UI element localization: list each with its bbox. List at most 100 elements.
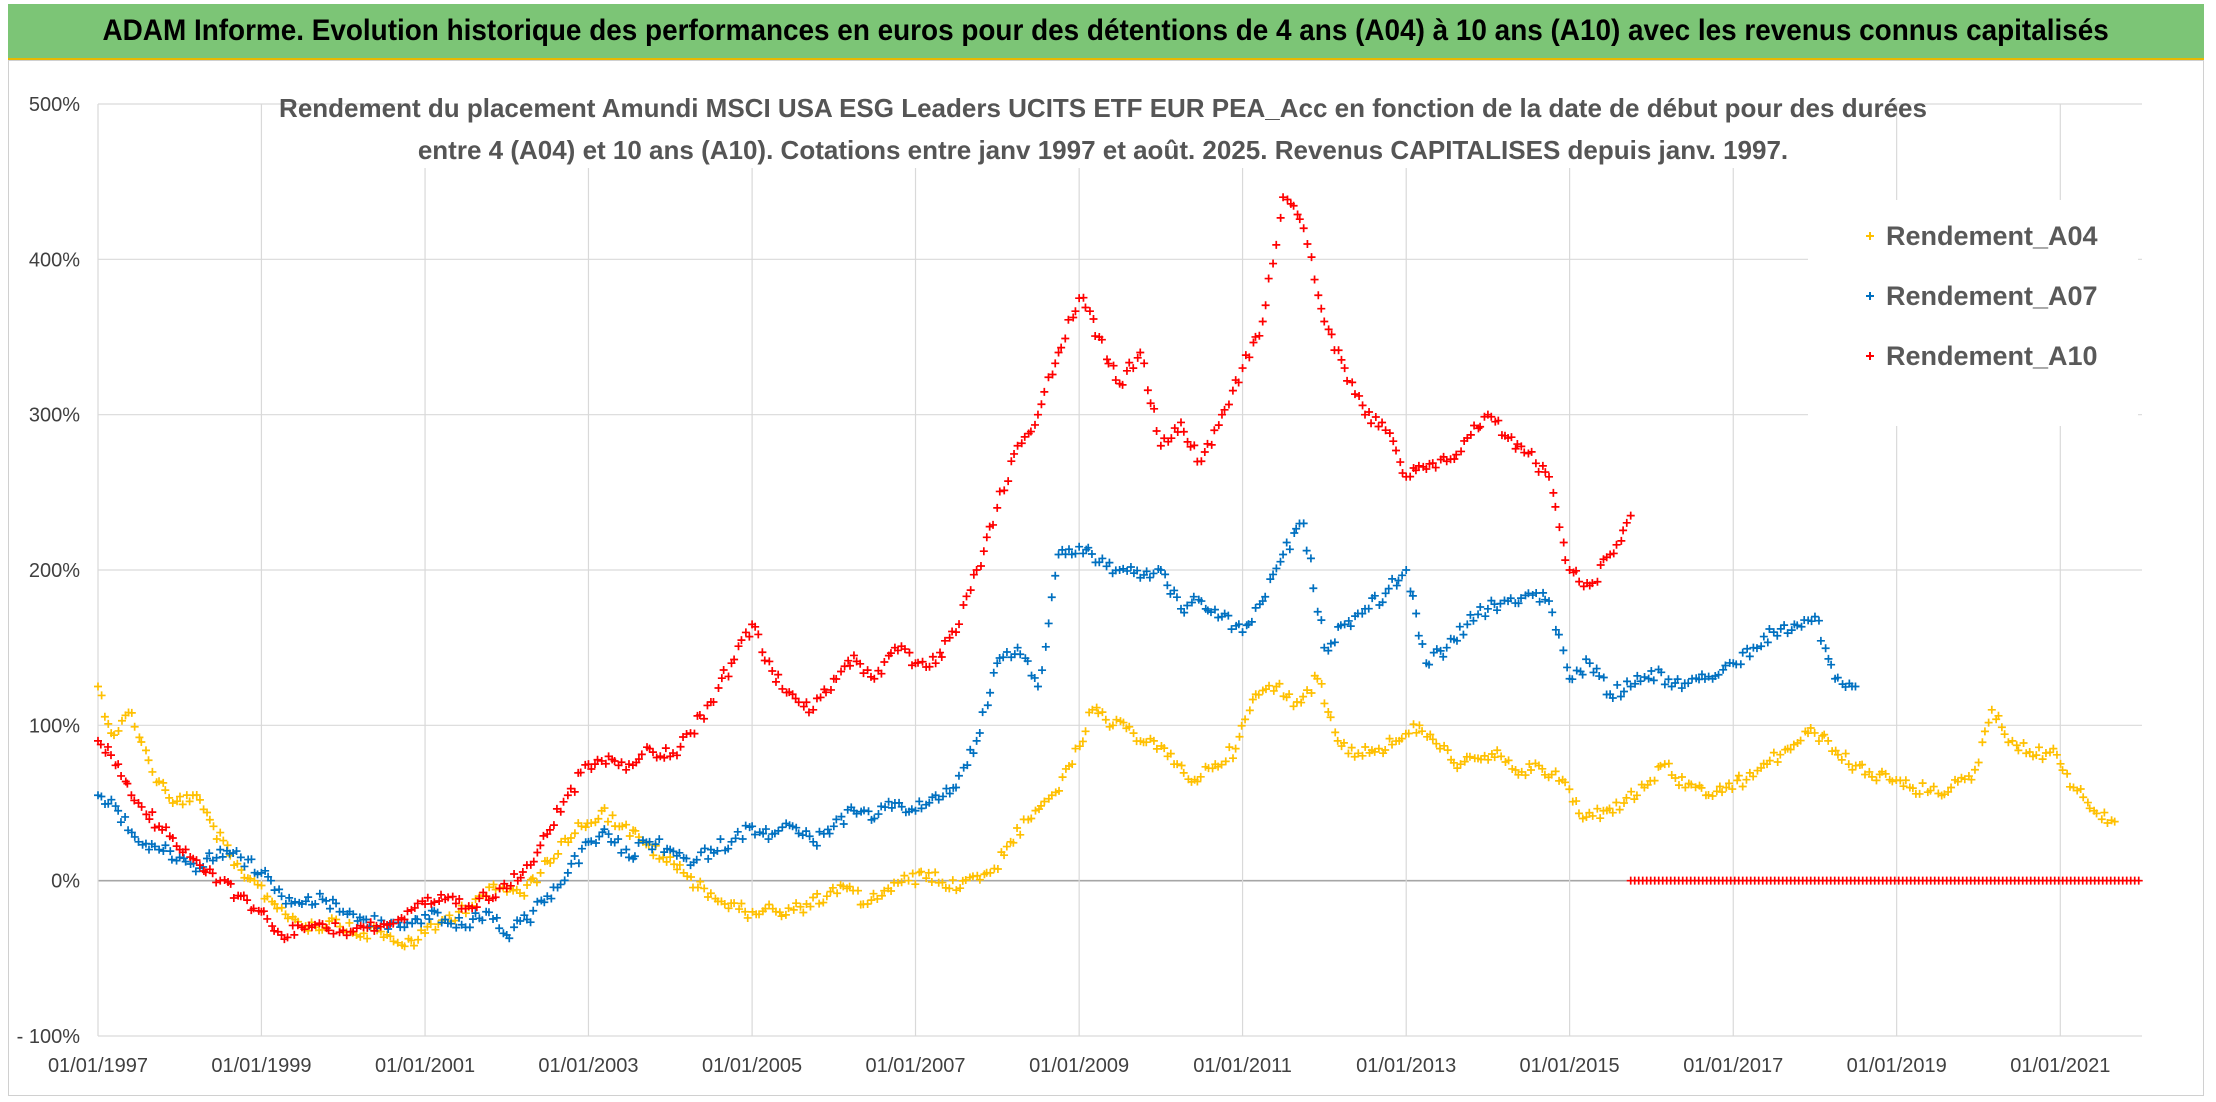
data-point [1302, 546, 1311, 555]
data-point [927, 877, 936, 886]
data-point [1500, 596, 1509, 605]
data-point [259, 907, 268, 916]
data-point [730, 899, 739, 908]
data-point [1867, 772, 1876, 781]
data-point [966, 586, 975, 595]
data-point [403, 907, 412, 916]
legend-label: Rendement_A07 [1886, 281, 2098, 311]
data-point [455, 913, 464, 922]
data-point [1378, 598, 1387, 607]
data-point [216, 845, 225, 854]
x-tick-label: 01/01/2019 [1847, 1055, 1947, 1077]
data-point [955, 620, 964, 629]
data-point [1229, 754, 1238, 763]
data-point [421, 928, 430, 937]
data-point [512, 885, 521, 894]
data-point [1217, 410, 1226, 419]
data-point [355, 913, 364, 922]
data-point [1347, 743, 1356, 752]
data-point [1674, 781, 1683, 790]
data-point [100, 712, 109, 721]
data-point [1626, 682, 1635, 691]
data-point [1480, 412, 1489, 421]
data-point [192, 856, 201, 865]
data-point [1551, 767, 1560, 776]
data-point [1013, 441, 1022, 450]
data-point [1450, 455, 1459, 464]
data-point [1414, 631, 1423, 640]
data-point [1111, 566, 1120, 575]
data-point [1470, 421, 1479, 430]
data-point [2008, 736, 2017, 745]
data-point [554, 849, 563, 858]
data-point [2107, 816, 2116, 825]
data-point [733, 827, 742, 836]
data-point [1551, 502, 1560, 511]
data-point [116, 818, 125, 827]
series-markers [94, 193, 2143, 951]
data-point [1664, 675, 1673, 684]
data-point [370, 926, 379, 935]
data-point [1493, 746, 1502, 755]
data-point [127, 828, 136, 837]
data-point [799, 702, 808, 711]
data-point [142, 810, 151, 819]
data-point [1340, 620, 1349, 629]
data-point [1126, 562, 1135, 571]
data-point [150, 842, 159, 851]
legend-item-rendement_a04: Rendement_A04 [1866, 221, 2098, 251]
data-point [1261, 301, 1270, 310]
data-point [731, 834, 740, 843]
data-point [1320, 643, 1329, 652]
data-point [1426, 730, 1435, 739]
data-point [144, 756, 153, 765]
data-point [1040, 797, 1049, 806]
data-point [1595, 672, 1604, 681]
data-point [532, 878, 541, 887]
data-point [397, 913, 406, 922]
data-point [1299, 224, 1308, 233]
legend-background [1808, 200, 2138, 426]
data-point [1551, 625, 1560, 634]
data-point [484, 908, 493, 917]
data-point [1687, 780, 1696, 789]
data-point [969, 749, 978, 758]
data-point [822, 892, 831, 901]
data-point [959, 601, 968, 610]
data-point [510, 870, 519, 879]
data-point [745, 632, 754, 641]
data-point [1193, 777, 1202, 786]
data-point [704, 854, 713, 863]
data-point [928, 793, 937, 802]
data-point [1506, 594, 1515, 603]
data-point [1279, 193, 1288, 202]
data-point [1142, 738, 1151, 747]
data-point [765, 900, 774, 909]
data-point [655, 854, 664, 863]
data-point [874, 810, 883, 819]
data-point [1561, 556, 1570, 565]
data-point [104, 719, 113, 728]
data-point [1673, 675, 1682, 684]
data-point [1487, 412, 1496, 421]
data-point [952, 886, 961, 895]
data-point [1241, 715, 1250, 724]
data-point [570, 852, 579, 861]
data-point [1009, 838, 1018, 847]
data-point [1101, 715, 1110, 724]
data-point [948, 627, 957, 636]
data-point [1234, 378, 1243, 387]
data-point [1275, 679, 1284, 688]
data-point [1210, 605, 1219, 614]
data-point [2004, 738, 2013, 747]
data-point [1160, 434, 1169, 443]
data-point [96, 740, 105, 749]
data-point [281, 910, 290, 919]
data-point [576, 768, 585, 777]
data-point [822, 688, 831, 697]
data-point [1071, 744, 1080, 753]
data-point [1545, 597, 1554, 606]
data-point [1385, 429, 1394, 438]
data-point [413, 915, 422, 924]
data-point [1738, 782, 1747, 791]
